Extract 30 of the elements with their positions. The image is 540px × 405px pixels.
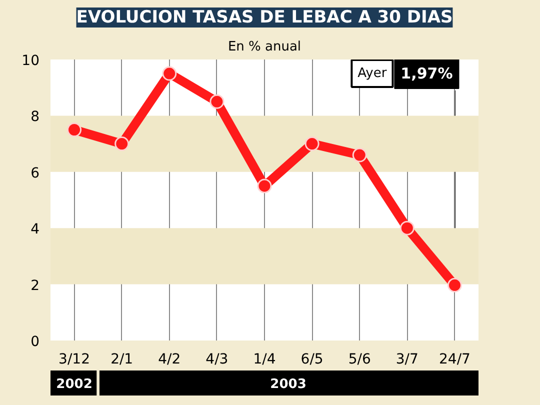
point — [352, 148, 367, 162]
y-tick-label: 0 — [30, 334, 40, 350]
y-tick-label: 4 — [30, 222, 40, 238]
point — [67, 122, 82, 137]
y-tick-label: 10 — [22, 53, 40, 69]
point — [400, 220, 414, 236]
point — [162, 66, 177, 81]
chart-subtitle: En % anual — [228, 40, 302, 54]
x-tick-label: 3/7 — [396, 352, 418, 368]
x-tick-label: 4/2 — [158, 352, 181, 368]
point — [447, 278, 462, 292]
point — [257, 178, 272, 194]
x-tick-label: 1/4 — [253, 352, 276, 368]
y-tick-label: 8 — [30, 109, 40, 126]
annotation: Ayer — [358, 66, 388, 82]
point — [114, 136, 130, 152]
x-tick-label: 3/12 — [58, 352, 90, 368]
point — [304, 136, 320, 152]
data-label: 1,97% — [400, 64, 453, 83]
y-tick-label: 6 — [30, 165, 40, 182]
y-tick-label: 2 — [30, 278, 40, 294]
x-tick-label: 4/3 — [206, 352, 228, 368]
text: 2003 — [270, 377, 306, 392]
x-tick-label: 24/7 — [439, 352, 470, 368]
chart-title: EVOLUCION TASAS DE LEBAC A 30 DIAS — [76, 8, 453, 28]
text: 2002 — [56, 377, 92, 392]
point — [210, 94, 224, 109]
x-tick-label: 5/6 — [348, 352, 371, 368]
x-tick-label: 6/5 — [300, 352, 324, 368]
x-tick-label: 2/1 — [110, 352, 134, 368]
